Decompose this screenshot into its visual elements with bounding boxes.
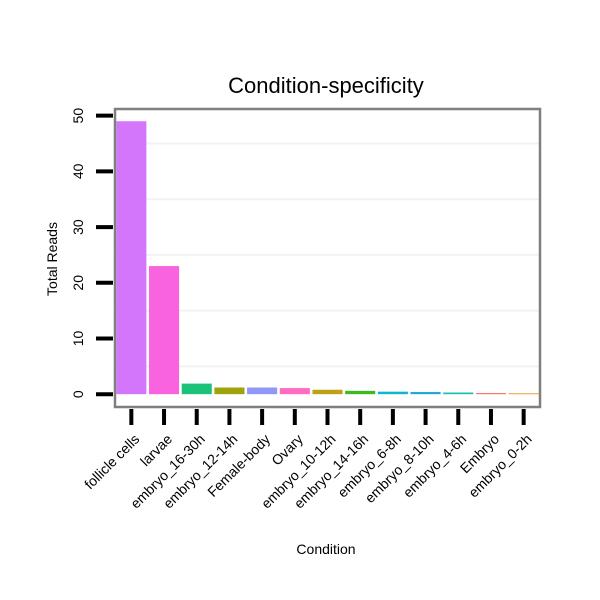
y-axis: 0 10 20 30 40 50 <box>70 108 113 398</box>
bar <box>377 391 408 395</box>
bar <box>116 121 147 395</box>
bar <box>214 387 245 395</box>
y-tick-label: 0 <box>70 390 86 398</box>
x-axis-label: Condition <box>296 541 355 557</box>
bar <box>508 393 539 395</box>
y-axis-label: Total Reads <box>44 222 60 296</box>
y-tick-label: 20 <box>70 275 86 291</box>
y-tick-label: 10 <box>70 330 86 346</box>
bar <box>279 388 310 395</box>
bar <box>443 392 474 395</box>
bar <box>345 390 376 395</box>
plot-panel-border <box>113 107 542 409</box>
x-tick-label: follicle cells <box>81 431 142 492</box>
y-tick-label: 50 <box>70 108 86 124</box>
bar <box>312 389 343 395</box>
bar <box>475 393 506 395</box>
chart-title: Condition-specificity <box>228 73 424 98</box>
grid-lines <box>115 142 540 368</box>
x-axis: follicle cellslarvaeembryo_16-30hembryo_… <box>81 409 535 511</box>
bar <box>181 383 212 395</box>
y-tick-label: 30 <box>70 219 86 235</box>
bars <box>116 121 539 395</box>
bar <box>149 266 180 395</box>
bar <box>410 391 441 395</box>
y-tick-label: 40 <box>70 163 86 179</box>
bar <box>247 387 278 395</box>
